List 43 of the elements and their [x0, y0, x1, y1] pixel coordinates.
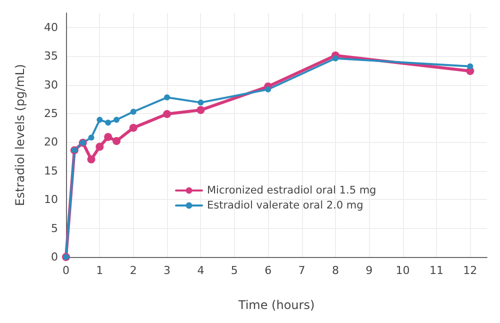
point: [129, 124, 138, 132]
x-tick-label: 4: [197, 264, 204, 277]
x-tick-label: 11: [429, 264, 444, 277]
point: [265, 86, 272, 92]
point: [104, 133, 112, 142]
point: [96, 116, 103, 123]
x-tick-label: 7: [298, 264, 306, 277]
y-tick-label: 30: [44, 78, 58, 92]
x-tick-label: 12: [463, 264, 478, 277]
legend-label: Micronized estradiol oral 1.5 mg: [207, 184, 376, 196]
point: [198, 100, 204, 106]
y-tick-label: 20: [44, 136, 58, 149]
x-tick-label: 1: [96, 264, 104, 277]
point: [105, 120, 112, 126]
y-tick-label: 10: [44, 193, 58, 206]
point: [164, 94, 170, 100]
x-tick-label: 9: [366, 264, 373, 277]
x-axis-title: Time (hours): [237, 298, 315, 312]
point: [112, 137, 121, 146]
point: [88, 134, 94, 141]
point: [332, 55, 338, 62]
y-axis-title: Estradiol levels (pg/mL): [13, 64, 27, 206]
x-tick-label: 8: [332, 264, 339, 277]
y-tick-label: 35: [44, 50, 58, 63]
y-tick-label: 0: [51, 250, 58, 264]
x-tick-label: 2: [130, 264, 137, 277]
y-tick-label: 5: [51, 222, 58, 235]
y-tick-label: 25: [44, 106, 58, 120]
x-tick-label: 0: [62, 264, 70, 277]
point: [87, 155, 96, 164]
point: [467, 63, 474, 70]
y-tick-label: 15: [44, 164, 58, 178]
point: [114, 116, 120, 123]
x-tick-label: 3: [164, 264, 171, 277]
point: [96, 142, 104, 151]
legend-label: Estradiol valerate oral 2.0 mg: [207, 200, 364, 212]
y-tick-label: 40: [44, 20, 58, 34]
point: [163, 110, 172, 118]
point: [196, 106, 205, 114]
x-tick-label: 6: [264, 264, 272, 277]
point: [130, 108, 136, 115]
x-tick-label: 10: [396, 264, 410, 277]
x-tick-label: 5: [230, 264, 238, 277]
